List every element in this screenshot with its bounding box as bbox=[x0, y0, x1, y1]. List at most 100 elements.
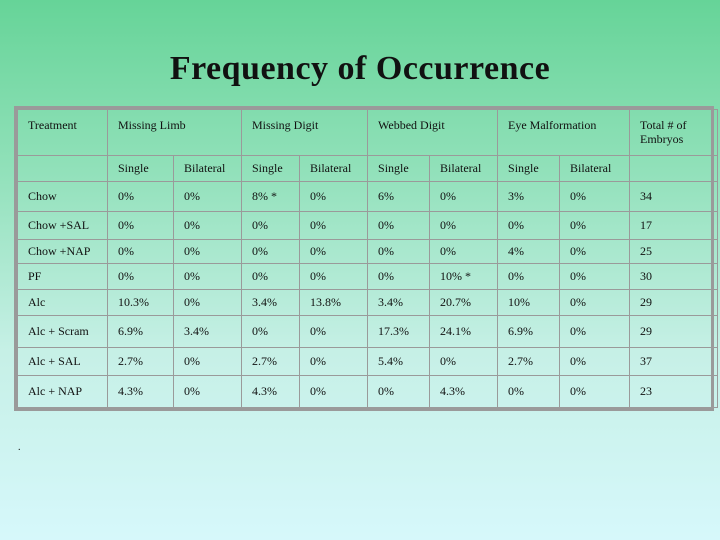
table-row: Alc + NAP 4.3% 0% 4.3% 0% 0% 4.3% 0% 0% 23 bbox=[17, 375, 719, 408]
value-cell: 0% bbox=[298, 211, 369, 240]
sub-header-blank bbox=[17, 155, 108, 182]
value-cell: 20.7% bbox=[429, 289, 499, 316]
value-cell: 4.3% bbox=[241, 375, 300, 408]
value-cell: 0% bbox=[559, 347, 631, 376]
value-cell: 6% bbox=[367, 181, 431, 212]
total-cell: 25 bbox=[629, 239, 719, 264]
value-cell: 0% bbox=[241, 263, 300, 290]
treatment-cell: Alc bbox=[17, 289, 108, 316]
page-title: Frequency of Occurrence bbox=[169, 50, 551, 87]
total-cell: 23 bbox=[629, 375, 719, 408]
value-cell: 0% bbox=[107, 211, 174, 240]
total-cell: 37 bbox=[629, 347, 719, 376]
sub-header: Bilateral bbox=[173, 155, 242, 182]
total-cell: 30 bbox=[629, 263, 719, 290]
value-cell: 8% * bbox=[241, 181, 300, 212]
total-cell: 29 bbox=[629, 315, 719, 348]
value-cell: 0% bbox=[173, 181, 242, 212]
value-cell: 0% bbox=[497, 263, 561, 290]
value-cell: 2.7% bbox=[107, 347, 174, 376]
value-cell: 0% bbox=[559, 289, 631, 316]
header-eye-malformation: Eye Malformation bbox=[497, 109, 631, 156]
value-cell: 0% bbox=[559, 181, 631, 212]
value-cell: 5.4% bbox=[367, 347, 431, 376]
value-cell: 10% * bbox=[429, 263, 499, 290]
table-row: Alc 10.3% 0% 3.4% 13.8% 3.4% 20.7% 10% 0% 29 bbox=[17, 289, 719, 316]
value-cell: 10.3% bbox=[107, 289, 174, 316]
value-cell: 0% bbox=[173, 289, 242, 316]
value-cell: 0% bbox=[429, 211, 499, 240]
treatment-cell: Chow +NAP bbox=[17, 239, 108, 264]
treatment-cell: Alc + SAL bbox=[17, 347, 108, 376]
treatment-cell: PF bbox=[17, 263, 108, 290]
table-row: Chow 0% 0% 8% * 0% 6% 0% 3% 0% 34 bbox=[17, 181, 719, 212]
value-cell: 0% bbox=[367, 211, 431, 240]
value-cell: 0% bbox=[367, 263, 431, 290]
sub-header: Single bbox=[367, 155, 431, 182]
value-cell: 0% bbox=[173, 211, 242, 240]
value-cell: 3.4% bbox=[173, 315, 242, 348]
value-cell: 13.8% bbox=[298, 289, 369, 316]
value-cell: 10% bbox=[497, 289, 561, 316]
value-cell: 6.9% bbox=[107, 315, 174, 348]
value-cell: 0% bbox=[429, 181, 499, 212]
sub-header: Single bbox=[107, 155, 174, 182]
total-cell: 34 bbox=[629, 181, 719, 212]
value-cell: 0% bbox=[173, 263, 242, 290]
treatment-cell: Alc + Scram bbox=[17, 315, 108, 348]
sub-header: Bilateral bbox=[559, 155, 631, 182]
value-cell: 0% bbox=[559, 211, 631, 240]
header-missing-digit: Missing Digit bbox=[240, 109, 369, 156]
sub-header-row: Single Bilateral Single Bilateral Single… bbox=[17, 155, 719, 182]
sub-header: Bilateral bbox=[298, 155, 369, 182]
value-cell: 0% bbox=[367, 239, 431, 264]
table-row: Alc + Scram 6.9% 3.4% 0% 0% 17.3% 24.1% 6.9% 0% 2… bbox=[17, 315, 719, 348]
value-cell: 3.4% bbox=[367, 289, 431, 316]
value-cell: 4.3% bbox=[107, 375, 174, 408]
value-cell: 6.9% bbox=[497, 315, 561, 348]
value-cell: 0% bbox=[559, 239, 631, 264]
value-cell: 0% bbox=[298, 263, 369, 290]
value-cell: 0% bbox=[107, 239, 174, 264]
value-cell: 0% bbox=[429, 239, 499, 264]
total-cell: 17 bbox=[629, 211, 719, 240]
sub-header: Single bbox=[497, 155, 561, 182]
value-cell: 0% bbox=[173, 375, 242, 408]
value-cell: 0% bbox=[241, 211, 300, 240]
value-cell: 0% bbox=[559, 263, 631, 290]
sub-header: Single bbox=[241, 155, 300, 182]
treatment-cell: Chow bbox=[17, 181, 108, 212]
header-webbed-digit: Webbed Digit bbox=[367, 109, 499, 156]
value-cell: 0% bbox=[241, 315, 300, 348]
value-cell: 4.3% bbox=[429, 375, 499, 408]
value-cell: 0% bbox=[173, 347, 242, 376]
footnote: . bbox=[18, 442, 21, 453]
value-cell: 0% bbox=[497, 375, 561, 408]
sub-header-blank bbox=[629, 155, 719, 182]
value-cell: 24.1% bbox=[429, 315, 499, 348]
sub-header: Bilateral bbox=[429, 155, 499, 182]
value-cell: 0% bbox=[298, 315, 369, 348]
value-cell: 0% bbox=[107, 263, 174, 290]
value-cell: 3% bbox=[497, 181, 561, 212]
value-cell: 0% bbox=[298, 375, 369, 408]
value-cell: 0% bbox=[298, 347, 369, 376]
value-cell: 2.7% bbox=[241, 347, 300, 376]
value-cell: 0% bbox=[298, 181, 369, 212]
total-cell: 29 bbox=[629, 289, 719, 316]
header-missing-limb: Missing Limb bbox=[107, 109, 242, 156]
group-header-row: Treatment Missing Limb Missing Digit Web… bbox=[17, 109, 719, 156]
value-cell: 17.3% bbox=[367, 315, 431, 348]
value-cell: 0% bbox=[559, 315, 631, 348]
value-cell: 0% bbox=[107, 181, 174, 212]
occurrence-table: Treatment Missing Limb Missing Digit Web… bbox=[14, 106, 719, 411]
treatment-cell: Chow +SAL bbox=[17, 211, 108, 240]
table-row: PF 0% 0% 0% 0% 0% 10% * 0% 0% 30 bbox=[17, 263, 719, 290]
header-total-embryos: Total # of Embryos bbox=[629, 109, 719, 156]
value-cell: 0% bbox=[298, 239, 369, 264]
table-row: Chow +SAL 0% 0% 0% 0% 0% 0% 0% 0% 17 bbox=[17, 211, 719, 240]
value-cell: 0% bbox=[559, 375, 631, 408]
table-row: Chow +NAP 0% 0% 0% 0% 0% 0% 4% 0% 25 bbox=[17, 239, 719, 264]
header-treatment: Treatment bbox=[17, 109, 108, 156]
treatment-cell: Alc + NAP bbox=[17, 375, 108, 408]
